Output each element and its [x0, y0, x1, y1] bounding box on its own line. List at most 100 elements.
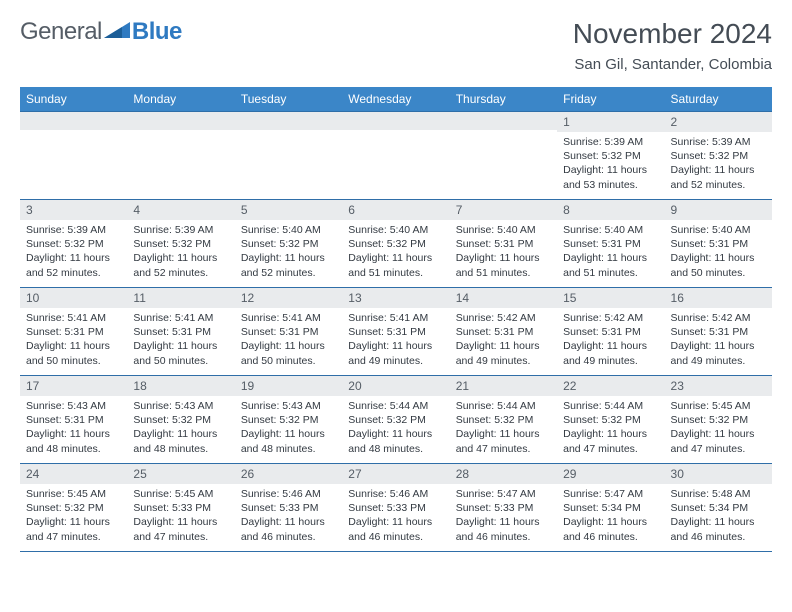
calendar-row: 3Sunrise: 5:39 AMSunset: 5:32 PMDaylight… [20, 200, 772, 288]
day-details: Sunrise: 5:46 AMSunset: 5:33 PMDaylight:… [342, 484, 449, 548]
day-details: Sunrise: 5:39 AMSunset: 5:32 PMDaylight:… [665, 132, 772, 196]
day-number: 17 [20, 376, 127, 396]
calendar-cell: 9Sunrise: 5:40 AMSunset: 5:31 PMDaylight… [665, 200, 772, 288]
calendar-table: SundayMondayTuesdayWednesdayThursdayFrid… [20, 87, 772, 552]
day-details: Sunrise: 5:40 AMSunset: 5:31 PMDaylight:… [665, 220, 772, 284]
calendar-cell: 28Sunrise: 5:47 AMSunset: 5:33 PMDayligh… [450, 464, 557, 552]
day-details: Sunrise: 5:46 AMSunset: 5:33 PMDaylight:… [235, 484, 342, 548]
day-details: Sunrise: 5:42 AMSunset: 5:31 PMDaylight:… [665, 308, 772, 372]
day-details: Sunrise: 5:41 AMSunset: 5:31 PMDaylight:… [20, 308, 127, 372]
day-number: 4 [127, 200, 234, 220]
calendar-cell: 23Sunrise: 5:45 AMSunset: 5:32 PMDayligh… [665, 376, 772, 464]
day-number: 13 [342, 288, 449, 308]
calendar-cell: 4Sunrise: 5:39 AMSunset: 5:32 PMDaylight… [127, 200, 234, 288]
day-number: 5 [235, 200, 342, 220]
day-details: Sunrise: 5:44 AMSunset: 5:32 PMDaylight:… [557, 396, 664, 460]
day-number: 3 [20, 200, 127, 220]
day-details: Sunrise: 5:44 AMSunset: 5:32 PMDaylight:… [342, 396, 449, 460]
day-details: Sunrise: 5:41 AMSunset: 5:31 PMDaylight:… [342, 308, 449, 372]
brand-name: General [20, 18, 102, 46]
calendar-cell: 15Sunrise: 5:42 AMSunset: 5:31 PMDayligh… [557, 288, 664, 376]
day-number: 15 [557, 288, 664, 308]
calendar-cell: 2Sunrise: 5:39 AMSunset: 5:32 PMDaylight… [665, 112, 772, 200]
calendar-cell: 22Sunrise: 5:44 AMSunset: 5:32 PMDayligh… [557, 376, 664, 464]
day-details: Sunrise: 5:47 AMSunset: 5:33 PMDaylight:… [450, 484, 557, 548]
day-number: 19 [235, 376, 342, 396]
calendar-cell: 5Sunrise: 5:40 AMSunset: 5:32 PMDaylight… [235, 200, 342, 288]
day-number: 6 [342, 200, 449, 220]
day-number: 14 [450, 288, 557, 308]
triangle-icon [104, 20, 130, 45]
calendar-cell: 20Sunrise: 5:44 AMSunset: 5:32 PMDayligh… [342, 376, 449, 464]
day-details: Sunrise: 5:40 AMSunset: 5:31 PMDaylight:… [450, 220, 557, 284]
day-details: Sunrise: 5:42 AMSunset: 5:31 PMDaylight:… [450, 308, 557, 372]
calendar-row: 24Sunrise: 5:45 AMSunset: 5:32 PMDayligh… [20, 464, 772, 552]
day-details: Sunrise: 5:40 AMSunset: 5:32 PMDaylight:… [342, 220, 449, 284]
day-number: 9 [665, 200, 772, 220]
day-details: Sunrise: 5:39 AMSunset: 5:32 PMDaylight:… [557, 132, 664, 196]
day-number: 26 [235, 464, 342, 484]
calendar-cell: 6Sunrise: 5:40 AMSunset: 5:32 PMDaylight… [342, 200, 449, 288]
day-number: 21 [450, 376, 557, 396]
calendar-head: SundayMondayTuesdayWednesdayThursdayFrid… [20, 87, 772, 112]
day-header: Monday [127, 87, 234, 112]
day-details: Sunrise: 5:48 AMSunset: 5:34 PMDaylight:… [665, 484, 772, 548]
calendar-cell: 1Sunrise: 5:39 AMSunset: 5:32 PMDaylight… [557, 112, 664, 200]
day-number: 24 [20, 464, 127, 484]
day-number: 18 [127, 376, 234, 396]
day-details: Sunrise: 5:43 AMSunset: 5:32 PMDaylight:… [235, 396, 342, 460]
day-number: 1 [557, 112, 664, 132]
calendar-cell: 13Sunrise: 5:41 AMSunset: 5:31 PMDayligh… [342, 288, 449, 376]
day-details: Sunrise: 5:45 AMSunset: 5:32 PMDaylight:… [20, 484, 127, 548]
day-details: Sunrise: 5:41 AMSunset: 5:31 PMDaylight:… [127, 308, 234, 372]
month-title: November 2024 [573, 18, 772, 50]
calendar-cell: 17Sunrise: 5:43 AMSunset: 5:31 PMDayligh… [20, 376, 127, 464]
location: San Gil, Santander, Colombia [573, 56, 772, 73]
day-number: 16 [665, 288, 772, 308]
day-number: 29 [557, 464, 664, 484]
calendar-cell: 25Sunrise: 5:45 AMSunset: 5:33 PMDayligh… [127, 464, 234, 552]
calendar-row: 10Sunrise: 5:41 AMSunset: 5:31 PMDayligh… [20, 288, 772, 376]
day-details: Sunrise: 5:39 AMSunset: 5:32 PMDaylight:… [127, 220, 234, 284]
day-details: Sunrise: 5:43 AMSunset: 5:31 PMDaylight:… [20, 396, 127, 460]
day-number: 22 [557, 376, 664, 396]
day-header: Friday [557, 87, 664, 112]
calendar-cell [127, 112, 234, 200]
day-number: 8 [557, 200, 664, 220]
day-number: 25 [127, 464, 234, 484]
calendar-cell [235, 112, 342, 200]
day-number: 30 [665, 464, 772, 484]
day-number: 12 [235, 288, 342, 308]
day-number: 7 [450, 200, 557, 220]
calendar-cell: 7Sunrise: 5:40 AMSunset: 5:31 PMDaylight… [450, 200, 557, 288]
brand-name-2: Blue [132, 18, 182, 45]
day-number: 20 [342, 376, 449, 396]
day-details: Sunrise: 5:45 AMSunset: 5:33 PMDaylight:… [127, 484, 234, 548]
calendar-cell: 10Sunrise: 5:41 AMSunset: 5:31 PMDayligh… [20, 288, 127, 376]
brand-logo: General Blue [20, 18, 182, 46]
calendar-body: 1Sunrise: 5:39 AMSunset: 5:32 PMDaylight… [20, 112, 772, 552]
day-details: Sunrise: 5:40 AMSunset: 5:31 PMDaylight:… [557, 220, 664, 284]
calendar-cell: 11Sunrise: 5:41 AMSunset: 5:31 PMDayligh… [127, 288, 234, 376]
day-details: Sunrise: 5:42 AMSunset: 5:31 PMDaylight:… [557, 308, 664, 372]
day-details: Sunrise: 5:43 AMSunset: 5:32 PMDaylight:… [127, 396, 234, 460]
header: General Blue November 2024 San Gil, Sant… [20, 18, 772, 73]
title-block: November 2024 San Gil, Santander, Colomb… [573, 18, 772, 73]
day-number: 10 [20, 288, 127, 308]
calendar-cell: 29Sunrise: 5:47 AMSunset: 5:34 PMDayligh… [557, 464, 664, 552]
calendar-cell: 3Sunrise: 5:39 AMSunset: 5:32 PMDaylight… [20, 200, 127, 288]
day-header-row: SundayMondayTuesdayWednesdayThursdayFrid… [20, 87, 772, 112]
calendar-cell: 21Sunrise: 5:44 AMSunset: 5:32 PMDayligh… [450, 376, 557, 464]
day-number: 23 [665, 376, 772, 396]
calendar-cell: 8Sunrise: 5:40 AMSunset: 5:31 PMDaylight… [557, 200, 664, 288]
day-details: Sunrise: 5:39 AMSunset: 5:32 PMDaylight:… [20, 220, 127, 284]
day-header: Wednesday [342, 87, 449, 112]
calendar-cell: 14Sunrise: 5:42 AMSunset: 5:31 PMDayligh… [450, 288, 557, 376]
calendar-cell [450, 112, 557, 200]
day-header: Saturday [665, 87, 772, 112]
calendar-cell [20, 112, 127, 200]
day-details: Sunrise: 5:41 AMSunset: 5:31 PMDaylight:… [235, 308, 342, 372]
calendar-cell: 30Sunrise: 5:48 AMSunset: 5:34 PMDayligh… [665, 464, 772, 552]
day-details: Sunrise: 5:45 AMSunset: 5:32 PMDaylight:… [665, 396, 772, 460]
calendar-cell [342, 112, 449, 200]
